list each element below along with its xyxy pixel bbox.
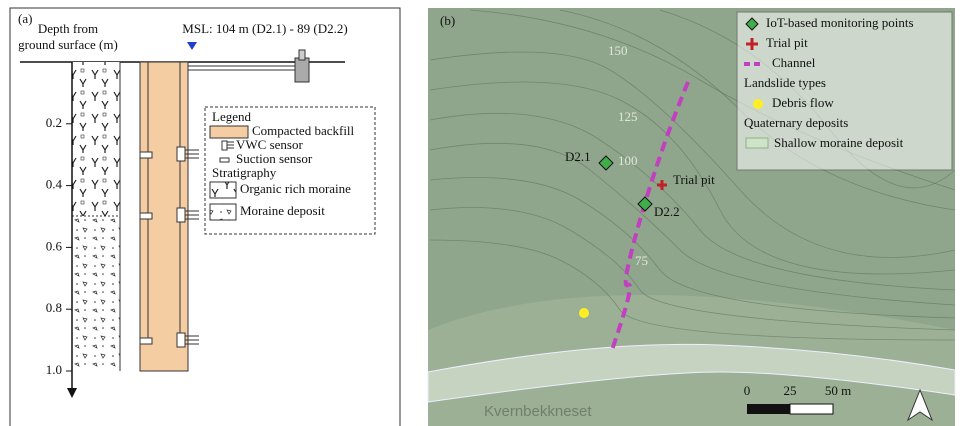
- legend-swatch: [210, 182, 236, 198]
- legend-swatch: [220, 158, 229, 162]
- legend-item: Moraine deposit: [240, 203, 325, 218]
- panel-label: (b): [440, 13, 455, 28]
- point-label: D2.2: [654, 204, 680, 219]
- legend-item: Suction sensor: [236, 151, 313, 166]
- legend-item: Debris flow: [772, 95, 834, 110]
- logger-antenna: [299, 50, 305, 60]
- legend-symbol: [746, 138, 768, 148]
- scale-bar: [790, 404, 833, 414]
- contour-label: 150: [608, 43, 628, 58]
- depth-tick-label: 0.6: [46, 238, 63, 253]
- depth-tick-label: 0.8: [46, 300, 62, 315]
- legend-title: Stratigraphy: [212, 165, 277, 180]
- panel-label: (a): [18, 11, 32, 26]
- depth-tick-label: 0.4: [46, 177, 63, 192]
- legend-item: IoT-based monitoring points: [766, 15, 914, 30]
- legend-title: Quaternary deposits: [744, 115, 848, 130]
- scale-label: 0: [744, 383, 751, 398]
- debris-flow: [579, 308, 589, 318]
- place-label: Kvernbekkneset: [484, 403, 592, 420]
- depth-label: Depth from: [38, 21, 98, 36]
- legend-title: Legend: [212, 109, 251, 124]
- legend-item: Organic rich moraine: [240, 181, 351, 196]
- page: Monitoring site figure {"panel_a":{"labe…: [0, 0, 965, 426]
- depth-tick-label: 1.0: [46, 362, 62, 377]
- legend-item: Channel: [772, 55, 816, 70]
- panel-a: (a) Depth from ground surface (m) MSL: 1…: [10, 8, 400, 426]
- scale-bar: [747, 404, 790, 414]
- scale-label: 25: [784, 383, 797, 398]
- depth-label: ground surface (m): [18, 37, 118, 52]
- legend-item: VWC sensor: [236, 137, 303, 152]
- body: (a) Depth from ground surface (m) MSL: 1…: [0, 0, 965, 426]
- contour-label: 100: [618, 153, 638, 168]
- logger: [295, 58, 309, 82]
- legend-symbol: [753, 99, 763, 109]
- point-label: Trial pit: [673, 172, 715, 187]
- moraine-layer: [72, 216, 120, 371]
- legend-item: Shallow moraine deposit: [774, 135, 904, 150]
- legend-item: Trial pit: [766, 35, 808, 50]
- legend-swatch: [210, 204, 236, 220]
- figure: (a) Depth from ground surface (m) MSL: 1…: [0, 0, 965, 426]
- organic-layer: [72, 62, 120, 216]
- legend-title: Landslide types: [744, 75, 826, 90]
- point-label: D2.1: [565, 149, 591, 164]
- legend-swatch: [222, 141, 227, 150]
- contour-label: 125: [618, 109, 638, 124]
- legend-item: Compacted backfill: [252, 123, 355, 138]
- scale-label: 50 m: [825, 383, 851, 398]
- panel-b: (b) 150 125 100 75 D2.1 D2.2 Trial pit K…: [428, 8, 955, 426]
- contour-label: 75: [635, 253, 648, 268]
- depth-tick-label: 0.2: [46, 115, 62, 130]
- msl-label: MSL: 104 m (D2.1) - 89 (D2.2): [182, 21, 347, 36]
